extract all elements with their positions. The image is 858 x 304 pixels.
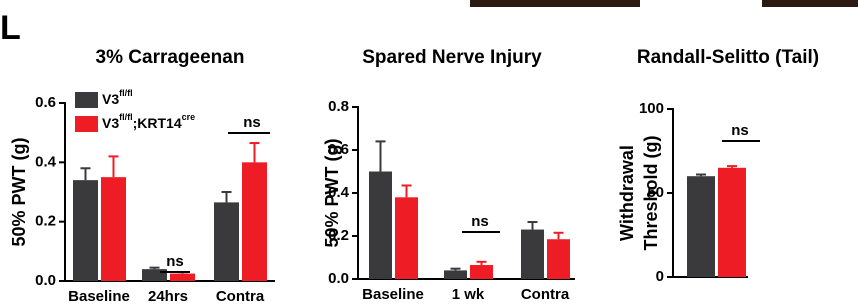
y-axis-label: Withdrawal xyxy=(617,145,637,241)
bar xyxy=(718,168,746,277)
y-axis-label: 50% PWT (g) xyxy=(9,137,29,246)
y-tick-label: 0.0 xyxy=(35,272,56,289)
y-tick-label: 50 xyxy=(647,184,664,201)
y-tick-label: 0.2 xyxy=(35,213,56,230)
bar xyxy=(101,177,126,281)
y-tick-label: 0.6 xyxy=(35,94,56,111)
y-tick-label: 0.2 xyxy=(328,227,349,244)
legend-text: fl/fl xyxy=(119,88,133,98)
y-tick-label: 0.6 xyxy=(328,141,349,158)
bar xyxy=(369,172,392,280)
legend-text: V3 xyxy=(102,91,119,107)
image-fragment xyxy=(762,0,858,7)
y-tick-label: 0.0 xyxy=(328,270,349,287)
annotation: ns xyxy=(731,122,749,139)
y-tick-label: 0.8 xyxy=(328,98,349,115)
legend-label: V3fl/fl;KRT14cre xyxy=(102,112,195,130)
annotation: ns xyxy=(243,114,261,131)
legend-swatch xyxy=(75,92,98,108)
x-tick-label: Baseline xyxy=(362,286,424,303)
figure: L 3% Carrageenan 50% PWT (g) 0.0 0.2 0.4 0.6 B… xyxy=(0,0,858,304)
bar xyxy=(547,239,570,279)
legend-label: V3fl/fl xyxy=(102,88,133,106)
y-tick-label: 0.4 xyxy=(35,153,57,170)
bar xyxy=(687,176,715,277)
y-tick-label: 0.4 xyxy=(328,184,350,201)
bar xyxy=(142,269,167,281)
bar xyxy=(214,202,239,281)
legend-text: cre xyxy=(182,112,196,122)
bar xyxy=(521,230,544,279)
annotation: ns xyxy=(166,253,184,270)
x-tick-label: Baseline xyxy=(68,288,130,304)
bar xyxy=(444,270,467,279)
legend-text: fl/fl xyxy=(119,112,133,122)
legend-swatch xyxy=(75,116,98,132)
chart-title: 3% Carrageenan xyxy=(96,47,245,68)
legend-text: V3 xyxy=(102,115,119,131)
bar xyxy=(242,162,267,281)
bar xyxy=(470,265,493,279)
x-tick-label: 1 wk xyxy=(452,286,485,303)
bar xyxy=(73,180,98,281)
y-tick-label: 0 xyxy=(656,268,664,285)
bar xyxy=(395,197,418,279)
x-tick-label: Contra xyxy=(521,286,570,303)
legend-text: ;KRT14 xyxy=(133,115,182,131)
bar xyxy=(170,274,195,281)
x-tick-label: Contra xyxy=(216,288,265,304)
y-tick-label: 100 xyxy=(639,100,664,117)
chart-title: Randall-Selitto (Tail) xyxy=(637,47,819,68)
panel-label: L xyxy=(0,9,21,47)
chart-title: Spared Nerve Injury xyxy=(362,47,542,68)
image-fragment xyxy=(470,0,640,7)
annotation: ns xyxy=(471,213,489,230)
x-tick-label: 24hrs xyxy=(148,288,188,304)
